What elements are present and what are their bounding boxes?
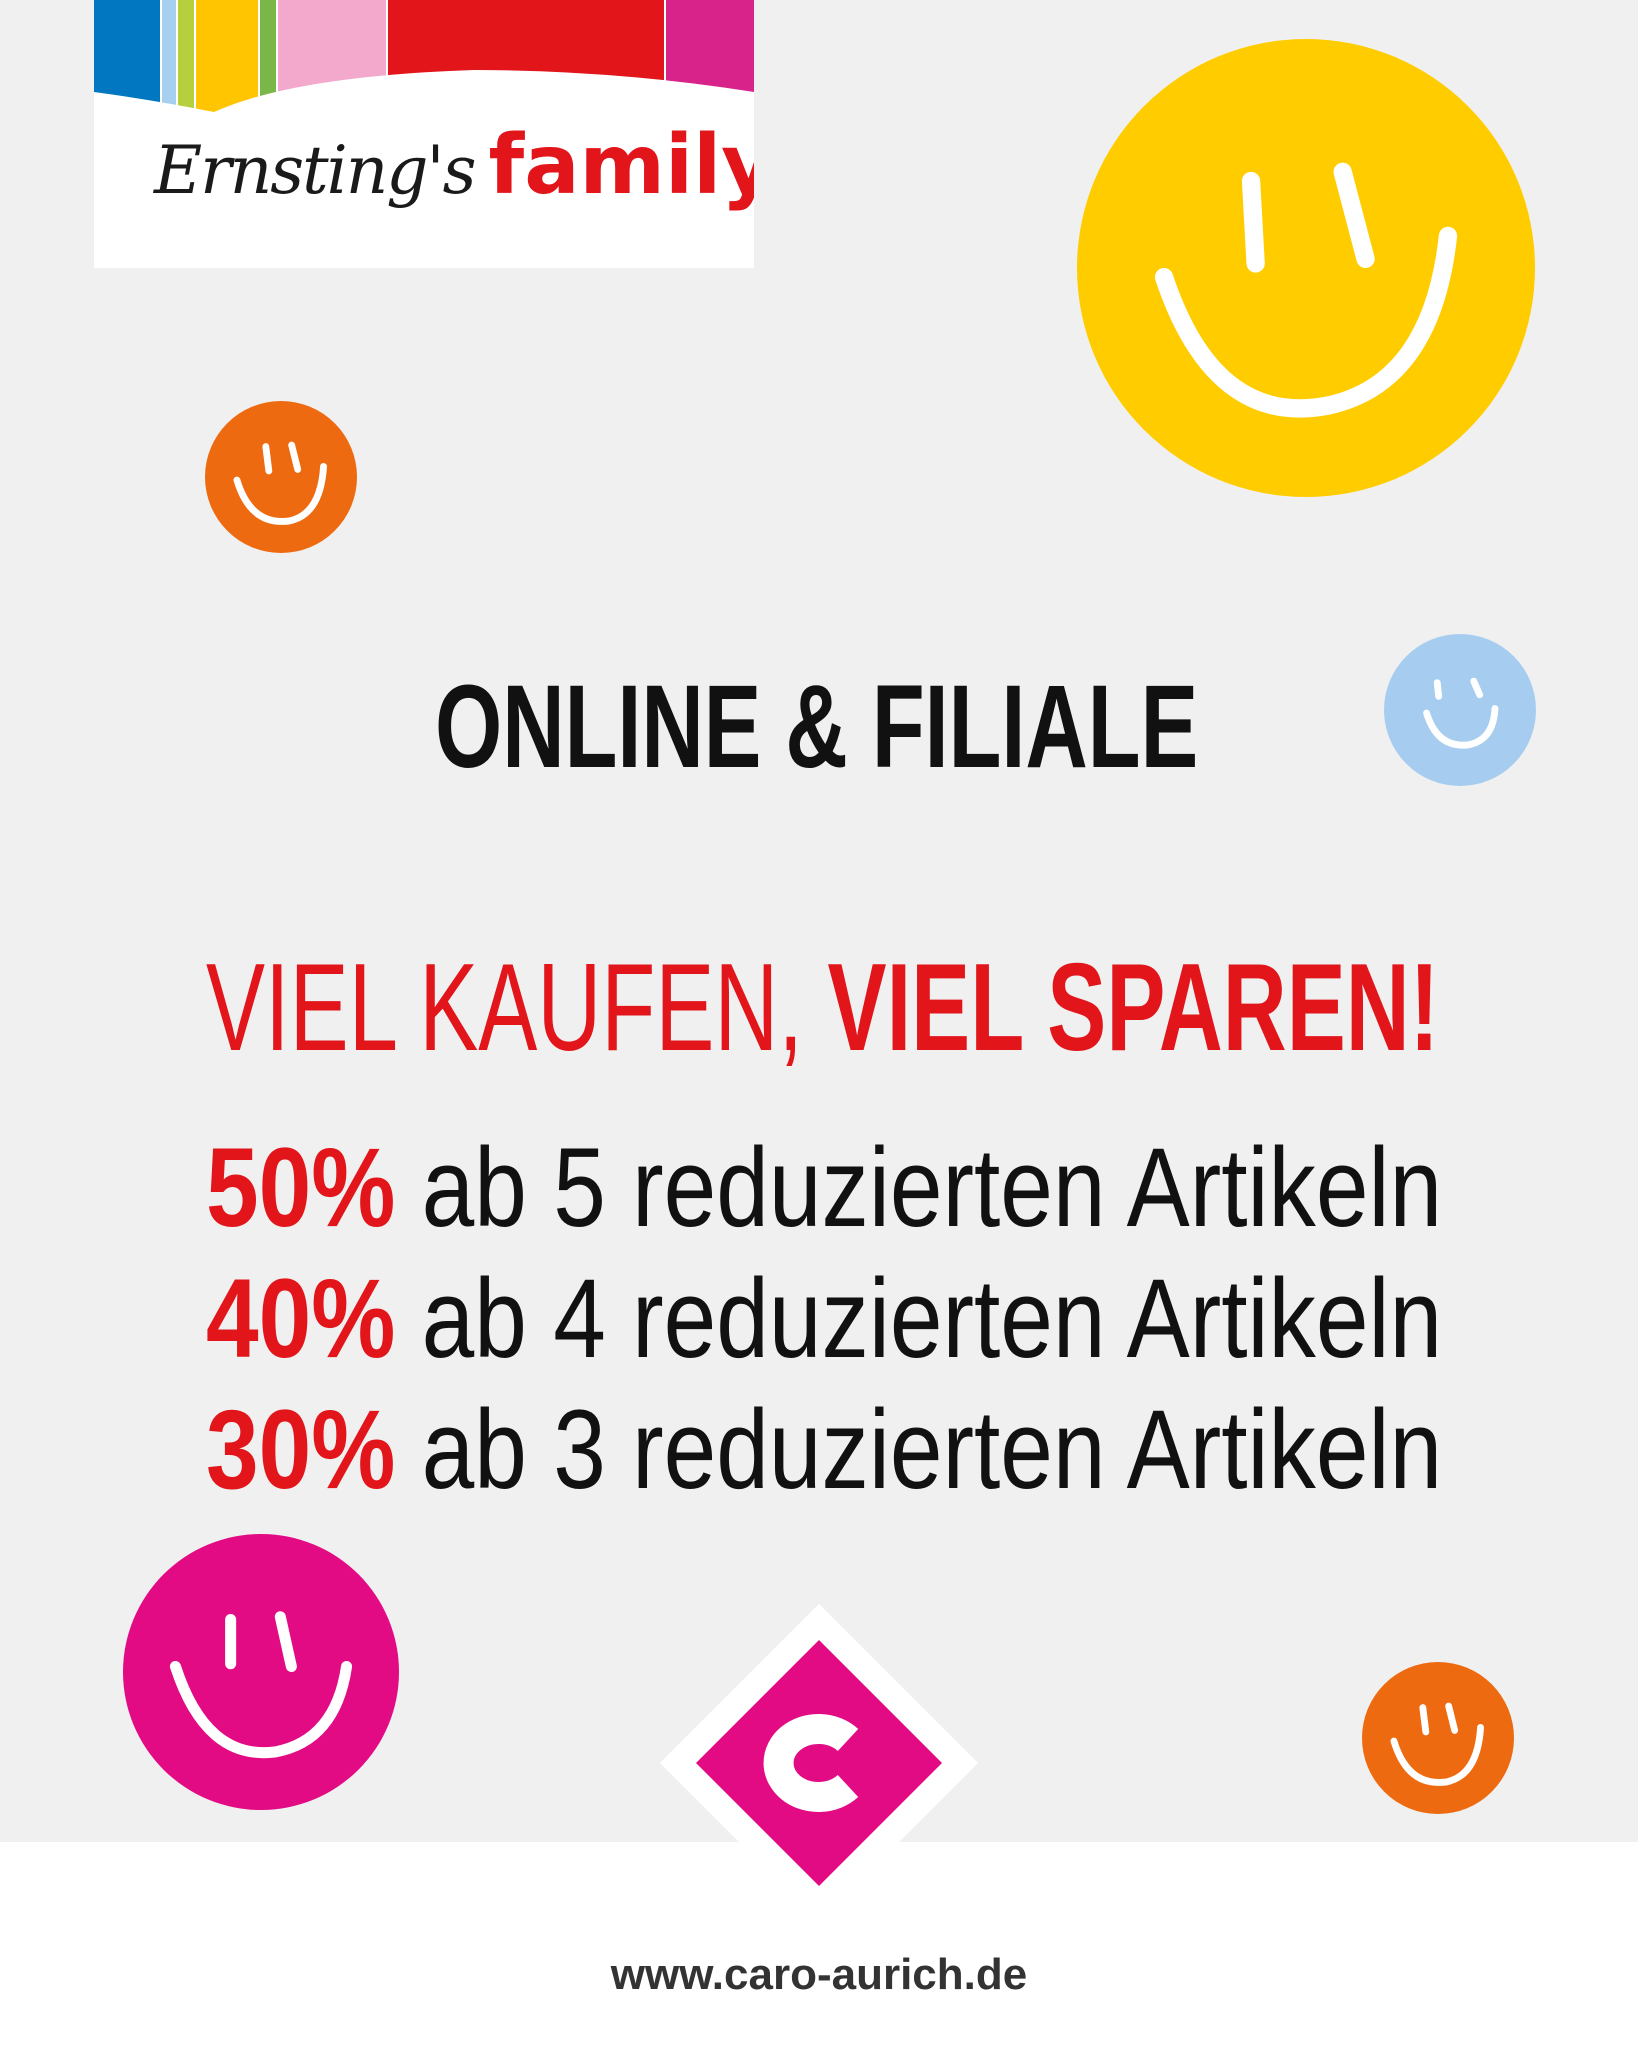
slogan-light: VIEL KAUFEN, bbox=[206, 939, 828, 1077]
offer-line: 40% ab 4 reduzierten Artikeln bbox=[206, 1263, 1442, 1375]
offer-percent: 30% bbox=[206, 1387, 396, 1512]
slogan-bold: VIEL SPAREN! bbox=[827, 939, 1440, 1077]
caro-logo-icon bbox=[660, 1604, 978, 1922]
offer-text: ab 4 reduzierten Artikeln bbox=[395, 1256, 1443, 1381]
smiley-icon bbox=[1077, 39, 1535, 498]
smileys bbox=[123, 39, 1536, 1814]
headline: ONLINE & FILIALE bbox=[435, 661, 1199, 793]
offer-text: ab 5 reduzierten Artikeln bbox=[395, 1125, 1443, 1250]
logo-wordmark: Ernsting's family bbox=[154, 118, 754, 213]
website-link[interactable]: www.caro-aurich.de bbox=[610, 1950, 1028, 1999]
logo-script-text: Ernsting's bbox=[154, 132, 477, 209]
offer-line: 30% ab 3 reduzierten Artikeln bbox=[206, 1394, 1442, 1506]
offer-text: ab 3 reduzierten Artikeln bbox=[395, 1387, 1443, 1512]
smiley-icon bbox=[1362, 1662, 1514, 1814]
offer-percent: 50% bbox=[206, 1125, 396, 1250]
logo-brand-text: family bbox=[488, 118, 754, 213]
logo-stripes bbox=[94, 0, 754, 112]
smiley-icon bbox=[205, 401, 357, 553]
smiley-icon bbox=[1384, 634, 1536, 786]
offer-line: 50% ab 5 reduzierten Artikeln bbox=[206, 1132, 1442, 1244]
slogan: VIEL KAUFEN, VIEL SPAREN! bbox=[206, 946, 1439, 1070]
offer-percent: 40% bbox=[206, 1256, 396, 1381]
ernstings-family-logo: Ernsting's family bbox=[94, 0, 754, 268]
smiley-icon bbox=[123, 1534, 399, 1810]
